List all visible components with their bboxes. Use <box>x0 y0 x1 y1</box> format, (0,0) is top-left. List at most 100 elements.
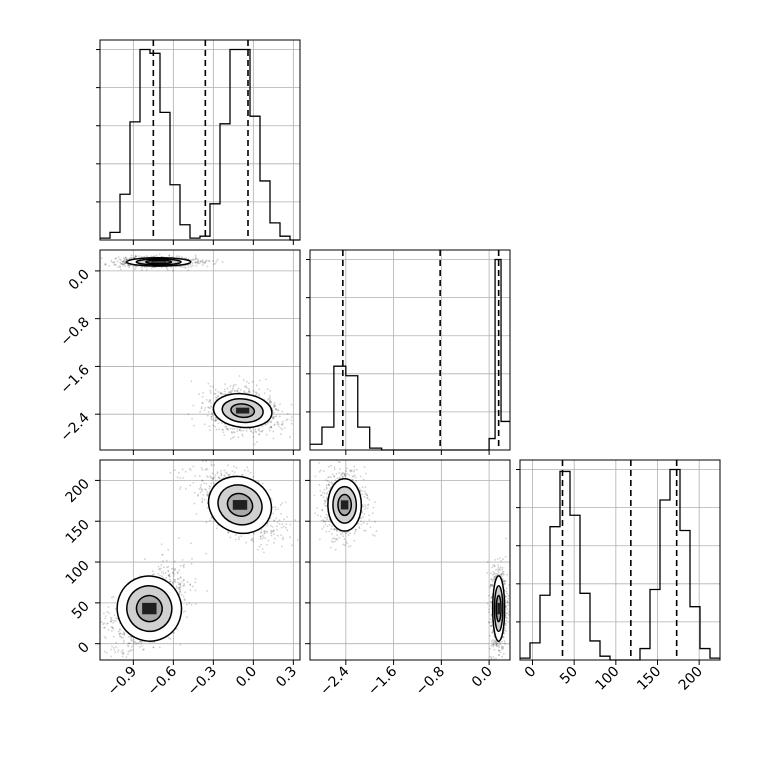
scatter-point <box>328 530 331 533</box>
scatter-point <box>173 580 176 583</box>
scatter-point <box>277 409 280 412</box>
scatter-point <box>215 418 218 421</box>
scatter-point <box>354 530 357 533</box>
scatter-point <box>497 564 500 566</box>
scatter-point <box>491 566 494 568</box>
scatter-point <box>130 257 133 260</box>
scatter-point <box>263 551 265 554</box>
scatter-point <box>179 585 182 588</box>
scatter-point <box>323 489 326 491</box>
scatter-point <box>110 655 112 658</box>
scatter-point <box>498 646 500 648</box>
scatter-point <box>490 625 492 628</box>
scatter-point <box>270 426 272 429</box>
scatter-point <box>130 254 133 257</box>
scatter-point <box>273 520 276 522</box>
scatter-point <box>344 475 346 478</box>
scatter-point <box>361 511 364 514</box>
scatter-point <box>168 574 170 577</box>
scatter-point <box>110 616 112 619</box>
scatter-point <box>282 536 284 539</box>
scatter-point <box>122 649 124 651</box>
scatter-point <box>333 475 336 478</box>
scatter-point <box>139 646 142 648</box>
scatter-point <box>211 472 214 475</box>
scatter-point <box>121 263 124 265</box>
scatter-point <box>247 390 250 393</box>
scatter-point <box>279 427 282 429</box>
scatter-point <box>114 620 117 623</box>
scatter-point <box>254 430 257 433</box>
scatter-point <box>506 599 509 602</box>
scatter-point <box>115 257 117 260</box>
scatter-point <box>325 530 328 533</box>
scatter-point <box>129 642 131 645</box>
scatter-point <box>119 628 121 630</box>
scatter-point <box>227 429 230 431</box>
scatter-point <box>330 464 332 467</box>
scatter-point <box>258 388 261 391</box>
scatter-point <box>268 397 270 400</box>
scatter-point <box>493 649 496 651</box>
scatter-point <box>162 572 165 575</box>
scatter-point <box>248 382 250 385</box>
scatter-point <box>172 571 175 574</box>
scatter-point <box>220 474 223 477</box>
scatter-point <box>280 526 283 529</box>
scatter-point <box>130 637 133 639</box>
scatter-point <box>188 602 191 604</box>
scatter-point <box>246 466 249 469</box>
scatter-point <box>135 643 137 646</box>
scatter-point <box>195 513 198 515</box>
scatter-point <box>499 566 502 568</box>
scatter-point <box>214 393 217 395</box>
scatter-point <box>112 646 115 649</box>
scatter-point <box>242 429 245 432</box>
scatter-point <box>258 433 260 435</box>
scatter-point <box>352 475 355 477</box>
scatter-point <box>374 520 376 523</box>
scatter-point <box>493 639 495 641</box>
scatter-point <box>491 631 494 634</box>
scatter-point <box>220 472 223 475</box>
scatter-point <box>121 652 124 655</box>
scatter-point <box>135 255 138 258</box>
scatter-point <box>252 540 255 543</box>
scatter-point <box>117 649 120 651</box>
scatter-point <box>371 533 374 536</box>
scatter-point <box>126 644 129 647</box>
scatter-point <box>122 260 125 263</box>
scatter-point <box>341 473 343 475</box>
scatter-point <box>167 269 169 271</box>
scatter-point <box>323 503 326 505</box>
scatter-point <box>261 429 264 432</box>
scatter-point <box>266 399 269 401</box>
scatter-point <box>220 393 223 395</box>
scatter-point <box>177 578 180 580</box>
scatter-point <box>208 487 211 490</box>
scatter-point <box>486 561 489 563</box>
scatter-point <box>212 385 214 388</box>
scatter-point <box>217 395 220 397</box>
scatter-point <box>234 534 237 536</box>
scatter-point <box>333 468 336 471</box>
scatter-point <box>255 431 258 433</box>
scatter-point <box>490 624 493 627</box>
scatter-point <box>249 471 252 474</box>
scatter-point <box>241 433 244 436</box>
scatter-point <box>358 487 361 489</box>
scatter-point <box>319 469 322 472</box>
scatter-point <box>123 633 125 635</box>
scatter-point <box>505 605 508 608</box>
scatter-point <box>127 265 129 267</box>
scatter-point <box>119 266 121 268</box>
scatter-point <box>197 494 199 496</box>
scatter-point <box>260 430 263 433</box>
scatter-point <box>336 477 339 479</box>
scatter-point <box>206 494 209 497</box>
scatter-point <box>219 477 222 480</box>
scatter-point <box>219 392 222 395</box>
scatter-point <box>211 412 214 415</box>
scatter-point <box>263 530 266 533</box>
scatter-point <box>270 426 272 429</box>
